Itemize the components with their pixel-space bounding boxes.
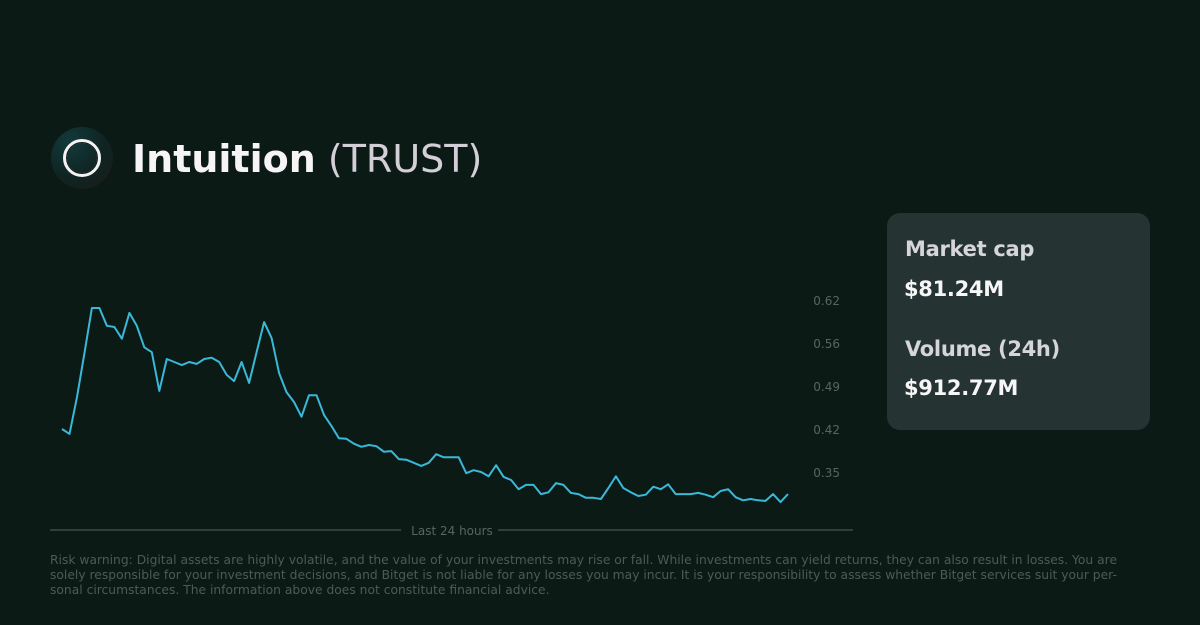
token-name: Intuition (132, 137, 316, 181)
y-tick-label: 0.62 (813, 294, 840, 308)
price-line (61, 307, 789, 504)
market-cap-value: $81.24M (904, 277, 1004, 301)
volume-value: $912.77M (904, 376, 1019, 400)
market-cap-label: Market cap (905, 237, 1035, 261)
intuition-logo-icon (51, 127, 113, 189)
volume-label: Volume (24h) (905, 337, 1060, 361)
y-tick-label: 0.35 (813, 466, 840, 480)
stats-card: Market cap $81.24M Volume (24h) $912.77M (887, 213, 1150, 430)
risk-disclaimer: Risk warning: Digital assets are highly … (50, 553, 1118, 597)
page-title: Intuition (TRUST) (132, 134, 482, 184)
token-symbol: (TRUST) (327, 137, 483, 181)
y-tick-label: 0.42 (813, 423, 840, 437)
price-chart: 0.62 0.56 0.49 0.42 0.35 Last 24 hours (50, 294, 853, 538)
y-tick-label: 0.56 (813, 337, 840, 351)
y-tick-label: 0.49 (813, 380, 840, 394)
ring-icon (63, 139, 101, 177)
x-axis-label: Last 24 hours (411, 524, 493, 538)
